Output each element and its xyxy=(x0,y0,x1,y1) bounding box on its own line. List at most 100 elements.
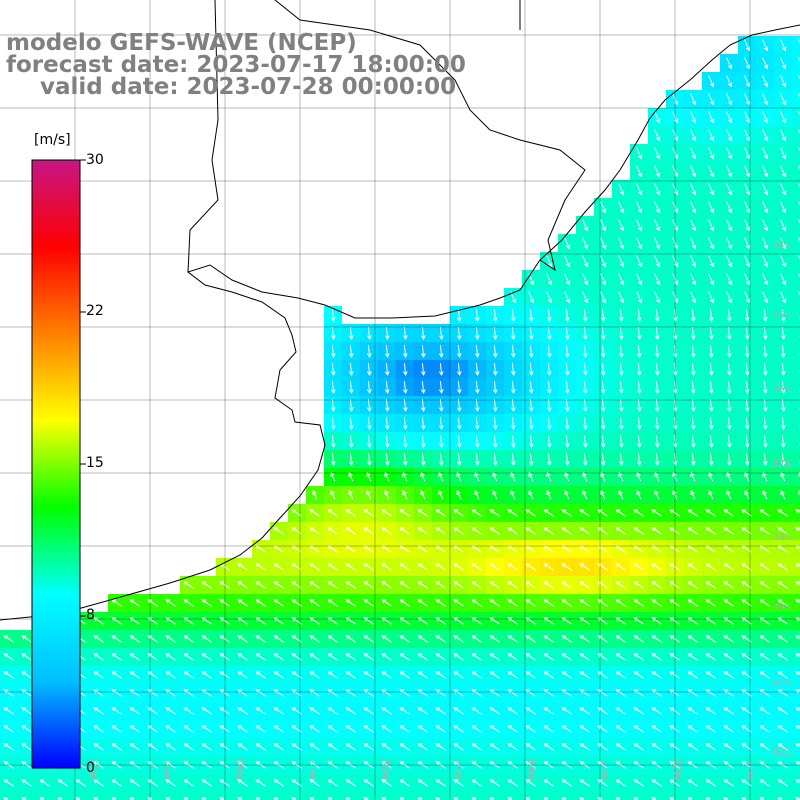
wind-arrow xyxy=(654,129,661,142)
wind-arrow xyxy=(708,452,714,467)
wind-arrow xyxy=(618,255,625,268)
wind-arrow xyxy=(690,398,696,413)
wind-arrow xyxy=(744,380,750,395)
wind-arrow xyxy=(759,725,771,733)
wind-arrow xyxy=(636,380,642,395)
wind-arrow xyxy=(345,797,351,800)
wind-arrow xyxy=(201,671,213,679)
wind-arrow xyxy=(525,797,531,800)
wind-arrow xyxy=(723,527,735,535)
wind-arrow xyxy=(615,599,627,607)
wind-arrow xyxy=(726,326,732,341)
wind-cell xyxy=(540,792,558,800)
wind-arrow xyxy=(363,599,375,607)
wind-arrow xyxy=(708,273,715,286)
wind-arrow xyxy=(798,237,800,247)
wind-arrow xyxy=(564,291,571,304)
wind-arrow xyxy=(165,653,177,661)
wind-arrow xyxy=(363,671,375,679)
wind-arrow xyxy=(525,725,537,733)
wind-arrow xyxy=(600,237,607,250)
wind-arrow xyxy=(690,362,696,377)
wind-arrow xyxy=(309,725,321,733)
wind-arrow xyxy=(453,599,465,607)
wind-arrow xyxy=(687,527,699,535)
wind-arrow xyxy=(618,489,624,500)
wind-arrow xyxy=(489,527,501,535)
wind-arrow xyxy=(762,255,769,268)
wind-arrow xyxy=(759,743,771,751)
wind-arrow xyxy=(726,255,733,268)
wind-arrow xyxy=(330,452,336,467)
wind-arrow xyxy=(345,671,357,679)
wind-arrow xyxy=(330,398,336,413)
wind-arrow xyxy=(129,779,141,787)
wind-arrow xyxy=(795,635,800,640)
wind-arrow xyxy=(453,797,459,800)
wind-arrow xyxy=(726,344,732,359)
wind-arrow xyxy=(438,434,444,449)
wind-arrow xyxy=(93,725,105,733)
wind-arrow xyxy=(777,797,783,800)
wind-arrow xyxy=(507,509,519,517)
wind-arrow xyxy=(237,743,249,751)
wind-arrow xyxy=(237,707,249,715)
wind-arrow xyxy=(690,344,696,359)
wind-arrow xyxy=(402,380,408,395)
wind-arrow xyxy=(366,489,372,500)
wind-arrow xyxy=(726,201,733,214)
wind-arrow xyxy=(330,344,336,359)
wind-arrow xyxy=(798,111,800,121)
wind-arrow xyxy=(381,635,393,643)
wind-arrow xyxy=(471,797,477,800)
wind-arrow xyxy=(3,671,15,679)
wind-arrow xyxy=(75,797,81,800)
wind-arrow xyxy=(474,362,480,377)
wind-arrow xyxy=(600,291,607,304)
wind-arrow xyxy=(402,416,408,431)
wind-arrow xyxy=(561,635,573,643)
wind-cell xyxy=(792,504,800,522)
wind-arrow xyxy=(201,635,213,643)
wind-arrow xyxy=(726,273,733,286)
wind-arrow xyxy=(780,75,787,88)
wind-arrow xyxy=(345,743,357,751)
wind-arrow xyxy=(330,416,336,431)
wind-arrow xyxy=(690,93,697,106)
wind-arrow xyxy=(633,707,645,715)
wind-arrow xyxy=(690,416,696,431)
wind-arrow xyxy=(579,635,591,643)
wind-arrow xyxy=(507,743,519,751)
wind-arrow xyxy=(744,291,751,304)
wind-arrow xyxy=(759,779,771,787)
wind-arrow xyxy=(381,599,393,607)
wind-arrow xyxy=(708,147,715,160)
wind-arrow xyxy=(780,273,787,286)
wind-arrow xyxy=(615,509,627,517)
wind-arrow xyxy=(795,653,800,658)
wind-arrow xyxy=(255,599,267,607)
wind-arrow xyxy=(798,291,800,301)
wind-arrow xyxy=(777,635,789,643)
wind-arrow xyxy=(309,581,321,589)
wind-arrow xyxy=(327,635,339,643)
wind-arrow xyxy=(582,237,589,250)
wind-arrow xyxy=(543,779,555,787)
wind-arrow xyxy=(636,201,643,214)
wind-arrow xyxy=(384,362,390,377)
wind-cell xyxy=(288,792,306,800)
wind-arrow xyxy=(564,416,570,431)
wind-arrow xyxy=(453,725,465,733)
lon-label: 55W xyxy=(452,758,463,781)
wind-cell xyxy=(792,36,800,54)
wind-arrow xyxy=(780,57,787,70)
wind-arrow xyxy=(651,635,663,643)
wind-arrow xyxy=(654,380,660,395)
wind-arrow xyxy=(237,563,249,571)
wind-arrow xyxy=(546,291,553,304)
wind-arrow xyxy=(201,779,213,787)
wind-arrow xyxy=(345,779,357,787)
wind-arrow xyxy=(438,416,444,431)
wind-arrow xyxy=(705,599,717,607)
wind-arrow xyxy=(399,797,405,800)
